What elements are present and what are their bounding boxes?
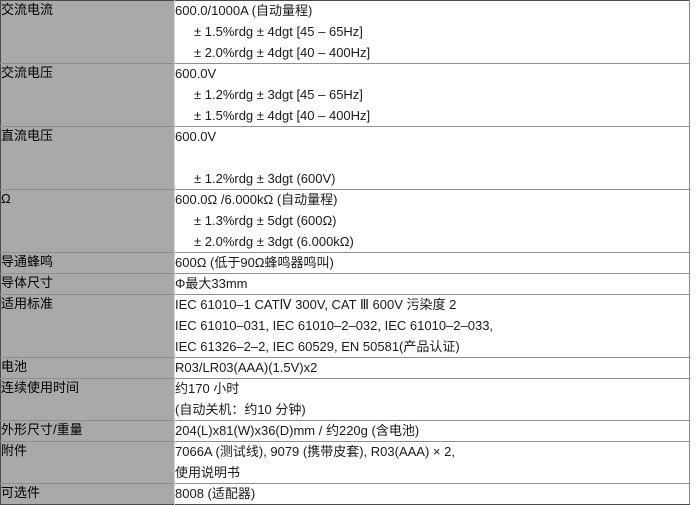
spec-label-text: 直流电压	[1, 128, 54, 143]
spec-label-cell: 交流电流	[0, 0, 175, 64]
table-row: 交流电流 600.0/1000A (自动量程) ± 1.5%rdg ± 4dgt […	[0, 0, 690, 64]
spec-label-cell: 可选件	[0, 483, 175, 505]
table-row: 可选件 8008 (适配器)	[0, 483, 690, 505]
spec-value-line: ± 1.2%rdg ± 3dgt (600V)	[194, 171, 336, 186]
spec-value-cell: 7066A (测试线), 9079 (携带皮套), R03(AAA) × 2, 使…	[174, 441, 690, 484]
spec-value-line: 600.0V	[175, 66, 217, 81]
spec-value-line: 7066A (测试线), 9079 (携带皮套), R03(AAA) × 2,	[175, 444, 455, 459]
spec-value-line: Φ最大33mm	[175, 276, 248, 291]
spec-label-cell: 直流电压	[0, 126, 175, 190]
table-row: 电池 R03/LR03(AAA)(1.5V)x2	[0, 357, 690, 379]
spec-value-line: 约170 小时	[175, 381, 240, 396]
spec-label-cell: 适用标准	[0, 294, 175, 358]
spec-label-cell: Ω	[0, 189, 175, 253]
spec-value-line: ± 2.0%rdg ± 4dgt [40 – 400Hz]	[194, 45, 371, 60]
spec-value-line: 600.0V	[175, 129, 217, 144]
spec-label-cell: 电池	[0, 357, 175, 379]
spec-value-cell: Φ最大33mm	[174, 273, 690, 295]
table-row: 导通蜂鸣 600Ω (低于90Ω蜂鸣器鸣叫)	[0, 252, 690, 274]
table-row: 附件 7066A (测试线), 9079 (携带皮套), R03(AAA) × 2…	[0, 441, 690, 484]
table-row: 连续使用时间 约170 小时 (自动关机：约10 分钟)	[0, 378, 690, 421]
spec-label-text: 电池	[1, 359, 28, 374]
spec-value-line: IEC 61010–031, IEC 61010–2–032, IEC 6101…	[175, 318, 494, 333]
spec-label-cell: 导体尺寸	[0, 273, 175, 295]
spec-value-cell: R03/LR03(AAA)(1.5V)x2	[174, 357, 690, 379]
spec-value-line	[175, 148, 689, 168]
spec-value-cell: 600.0V ± 1.2%rdg ± 3dgt (600V)	[174, 126, 690, 190]
spec-value-cell: IEC 61010–1 CATⅣ 300V, CAT Ⅲ 600V 污染度 2 I…	[174, 294, 690, 358]
spec-value-cell: 约170 小时 (自动关机：约10 分钟)	[174, 378, 690, 421]
spec-label-text: 连续使用时间	[1, 380, 80, 395]
spec-value-line: ± 2.0%rdg ± 3dgt (6.000kΩ)	[194, 234, 354, 249]
spec-label-text: 外形尺寸/重量	[1, 422, 83, 437]
spec-label-cell: 附件	[0, 441, 175, 484]
spec-value-cell: 600Ω (低于90Ω蜂鸣器鸣叫)	[174, 252, 690, 274]
spec-value-line: IEC 61326–2–2, IEC 60529, EN 50581(产品认证)	[175, 339, 460, 354]
spec-value-line: 使用说明书	[175, 465, 241, 480]
spec-value-cell: 600.0/1000A (自动量程) ± 1.5%rdg ± 4dgt [45 –…	[174, 0, 690, 64]
spec-value-cell: 600.0V ± 1.2%rdg ± 3dgt [45 – 65Hz] ± 1.5%…	[174, 63, 690, 127]
spec-label-text: 导通蜂鸣	[1, 254, 54, 269]
spec-label-text: 交流电流	[1, 2, 54, 17]
table-row: 导体尺寸 Φ最大33mm	[0, 273, 690, 295]
spec-label-cell: 连续使用时间	[0, 378, 175, 421]
spec-value-line: 8008 (适配器)	[175, 486, 256, 501]
spec-value-line: IEC 61010–1 CATⅣ 300V, CAT Ⅲ 600V 污染度 2	[175, 297, 457, 312]
table-row: Ω 600.0Ω /6.000kΩ (自动量程) ± 1.3%rdg ± 5dgt …	[0, 189, 690, 253]
table-row: 直流电压 600.0V ± 1.2%rdg ± 3dgt (600V)	[0, 126, 690, 190]
spec-label-text: 交流电压	[1, 65, 54, 80]
spec-value-line: 600.0/1000A (自动量程)	[175, 3, 313, 18]
spec-value-line: ± 1.3%rdg ± 5dgt (600Ω)	[194, 213, 337, 228]
spec-value-line: ± 1.2%rdg ± 3dgt [45 – 65Hz]	[194, 87, 363, 102]
spec-value-cell: 600.0Ω /6.000kΩ (自动量程) ± 1.3%rdg ± 5dgt (…	[174, 189, 690, 253]
spec-value-line: ± 1.5%rdg ± 4dgt [45 – 65Hz]	[194, 24, 363, 39]
spec-value-line: 600.0Ω /6.000kΩ (自动量程)	[175, 192, 338, 207]
spec-label-text: 可选件	[1, 485, 41, 500]
spec-value-cell: 8008 (适配器)	[174, 483, 690, 505]
spec-label-cell: 交流电压	[0, 63, 175, 127]
spec-value-line: 204(L)x81(W)x36(D)mm / 约220g (含电池)	[175, 423, 420, 438]
spec-label-text: 导体尺寸	[1, 275, 54, 290]
spec-label-text: 附件	[1, 443, 28, 458]
spec-value-line: ± 1.5%rdg ± 4dgt [40 – 400Hz]	[194, 108, 371, 123]
spec-label-cell: 导通蜂鸣	[0, 252, 175, 274]
spec-value-line: 600Ω (低于90Ω蜂鸣器鸣叫)	[175, 255, 334, 270]
spec-label-text: 适用标准	[1, 296, 54, 311]
spec-label-cell: 外形尺寸/重量	[0, 420, 175, 442]
table-row: 适用标准 IEC 61010–1 CATⅣ 300V, CAT Ⅲ 600V 污染…	[0, 294, 690, 358]
spec-value-line: (自动关机：约10 分钟)	[175, 402, 306, 417]
table-row: 交流电压 600.0V ± 1.2%rdg ± 3dgt [45 – 65Hz] ± …	[0, 63, 690, 127]
table-row: 外形尺寸/重量 204(L)x81(W)x36(D)mm / 约220g (含电池…	[0, 420, 690, 442]
spec-label-text: Ω	[1, 191, 11, 206]
spec-value-line: R03/LR03(AAA)(1.5V)x2	[175, 360, 318, 375]
spec-value-cell: 204(L)x81(W)x36(D)mm / 约220g (含电池)	[174, 420, 690, 442]
